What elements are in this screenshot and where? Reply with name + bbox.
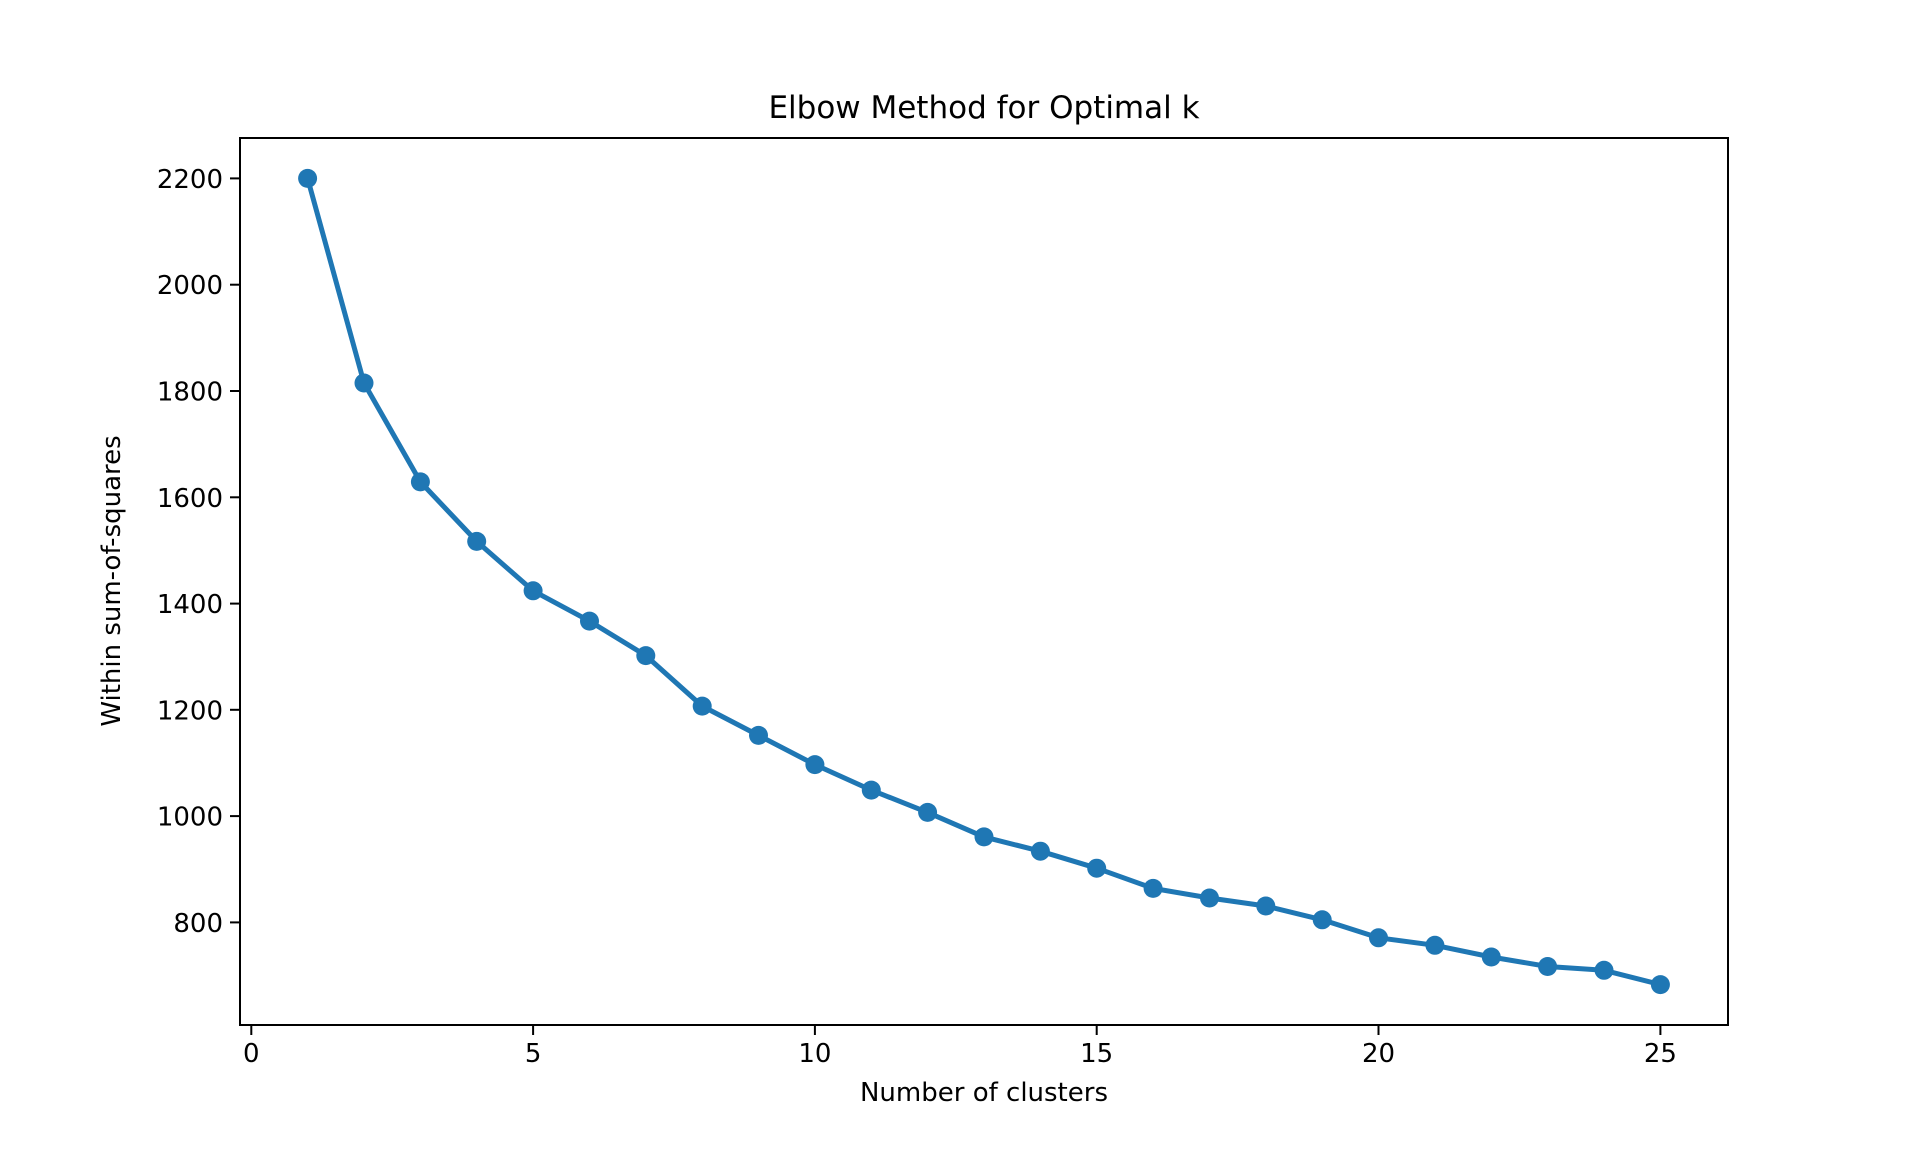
data-point-k6: [580, 611, 599, 631]
x-tick-label: 25: [1644, 1039, 1677, 1069]
data-point-k8: [692, 696, 712, 716]
data-point-k13: [974, 827, 994, 847]
data-point-k2: [354, 373, 374, 393]
data-point-k10: [805, 755, 825, 775]
data-point-k21: [1425, 935, 1445, 955]
data-line: [305, 175, 1663, 988]
y-tick-label: 800: [173, 909, 223, 939]
data-point-k4: [467, 531, 487, 551]
x-tick-label: 0: [243, 1039, 260, 1069]
data-point-k25: [1650, 975, 1670, 995]
y-tick-label: 2200: [157, 165, 223, 195]
x-tick-label: 10: [798, 1039, 831, 1069]
data-point-k19: [1312, 910, 1332, 930]
data-point-k15: [1087, 858, 1107, 878]
y-axis-label: Within sum-of-squares: [97, 435, 127, 726]
data-point-k17: [1200, 888, 1219, 908]
y-tick-label: 1400: [157, 590, 223, 620]
y-tick-label: 2000: [157, 271, 223, 301]
data-point-k9: [749, 725, 768, 745]
data-point-k24: [1594, 960, 1614, 980]
chart-title: Elbow Method for Optimal k: [768, 90, 1199, 126]
y-tick-label: 1800: [157, 378, 223, 408]
x-tick-label: 5: [525, 1039, 542, 1069]
plot-area: 0 5 10 15 20 25 800 1000 1200 1400 1600 1800 2000 220…: [157, 137, 1729, 1069]
data-point-k23: [1538, 957, 1558, 976]
data-point-k22: [1481, 947, 1501, 967]
y-tick-label: 1000: [157, 803, 223, 833]
data-point-k1: [298, 168, 318, 188]
data-point-k20: [1369, 928, 1388, 948]
data-point-k12: [918, 802, 938, 822]
data-point-k11: [861, 780, 881, 800]
y-tick-label: 1600: [157, 484, 223, 514]
y-tick-label: 1200: [157, 696, 223, 726]
x-tick-label: 20: [1362, 1039, 1395, 1069]
data-point-k5: [523, 581, 543, 601]
x-tick-label: 15: [1080, 1039, 1113, 1069]
data-point-k7: [636, 646, 656, 666]
axes-spines: [239, 137, 1729, 1026]
data-point-k3: [410, 472, 430, 492]
data-point-k16: [1143, 878, 1163, 898]
data-point-k18: [1256, 896, 1276, 916]
data-point-k14: [1030, 841, 1050, 861]
x-axis-label: Number of clusters: [860, 1078, 1108, 1108]
